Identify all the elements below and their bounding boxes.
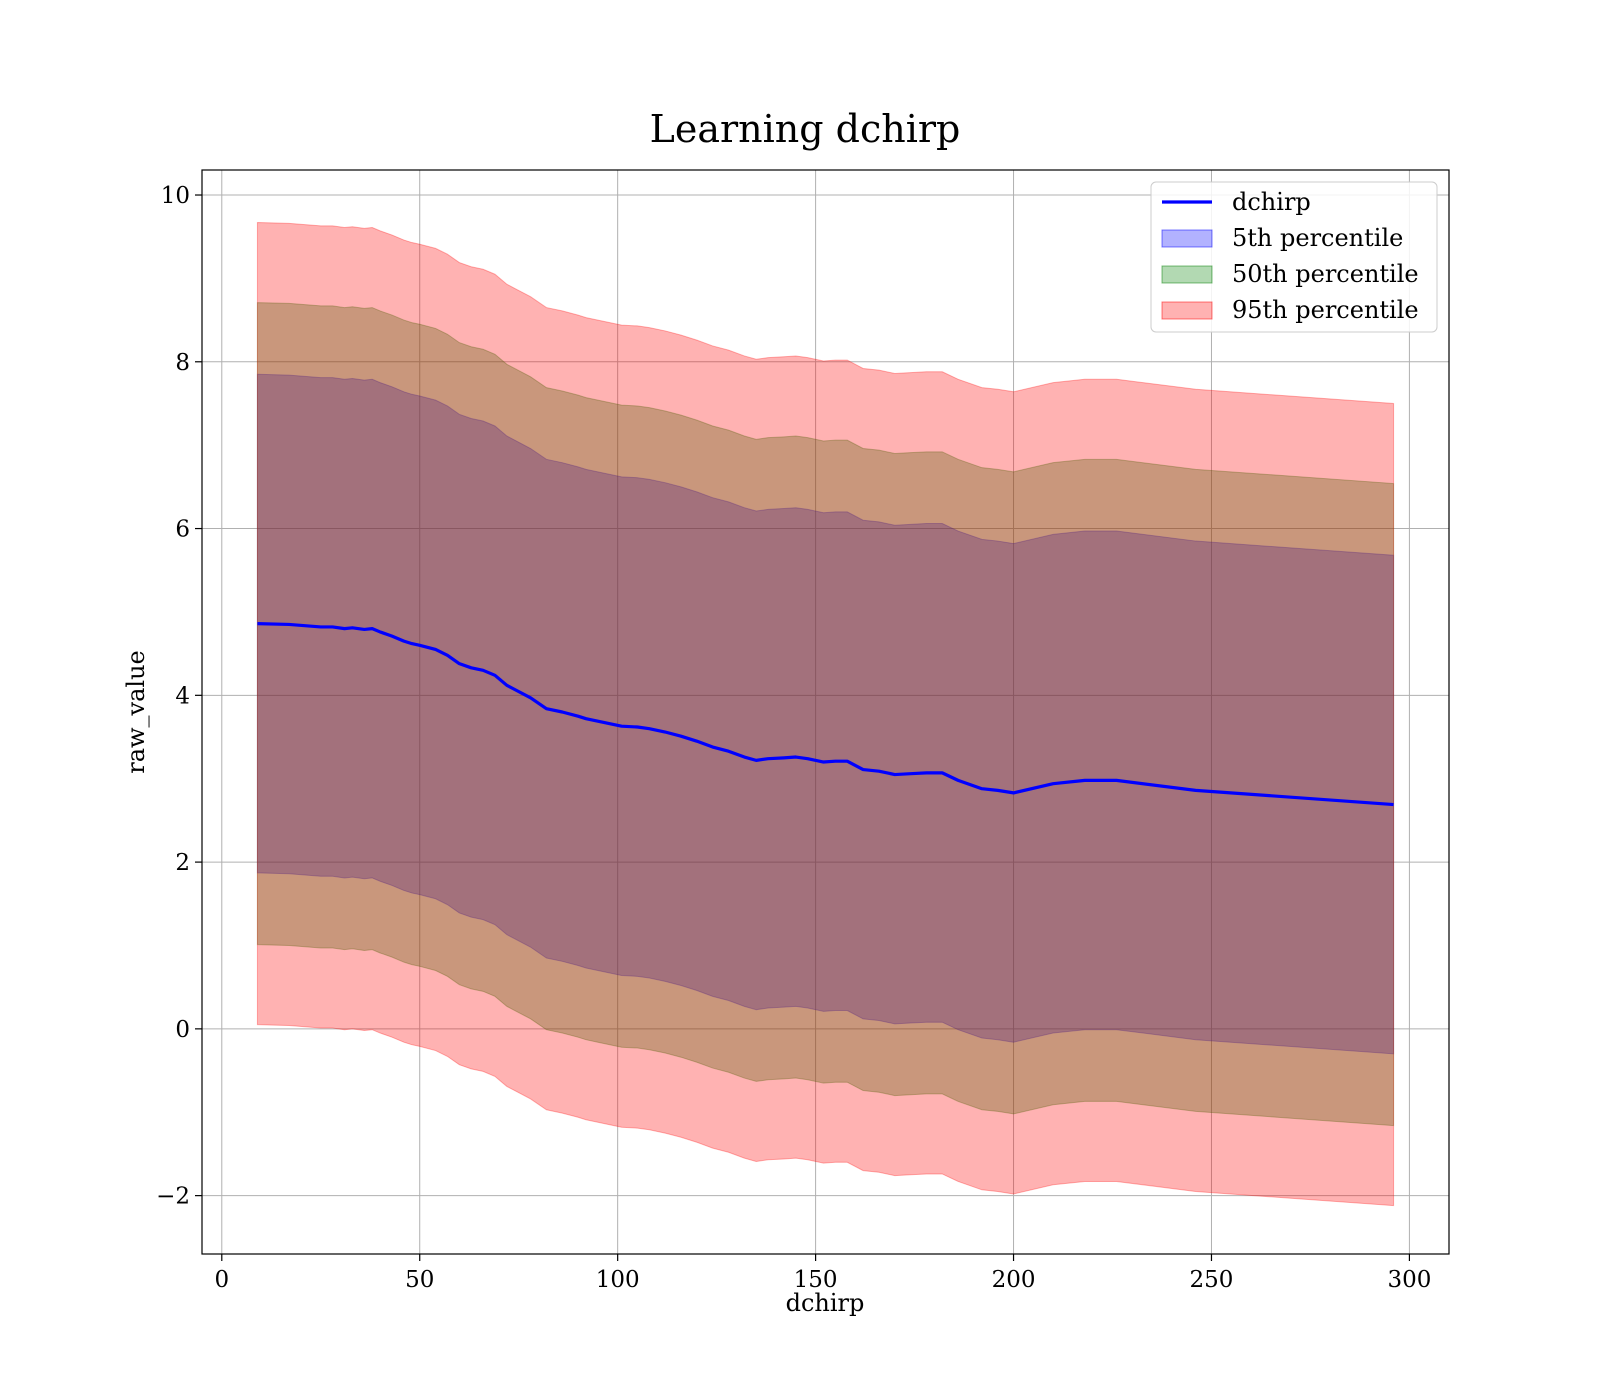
y-tick-label: 4 <box>175 683 190 709</box>
band-50th-percentile <box>256 302 1395 1127</box>
legend-label-95th-percentile: 95th percentile <box>1232 296 1419 324</box>
y-axis-ticks: −2 0 2 4 6 8 10 <box>156 183 202 1210</box>
x-axis-label: dchirp <box>786 1289 865 1317</box>
x-tick-label: 250 <box>1190 1267 1234 1293</box>
legend-label-50th-percentile: 50th percentile <box>1232 260 1419 288</box>
band-5th-percentile <box>256 373 1395 1055</box>
x-tick-label: 300 <box>1387 1267 1431 1293</box>
legend-label-5th-percentile: 5th percentile <box>1232 224 1403 252</box>
y-tick-label: 8 <box>175 350 190 376</box>
y-tick-label: 6 <box>175 517 190 543</box>
percentile-bands <box>256 222 1395 1207</box>
legend-swatch-95th-percentile <box>1161 301 1213 320</box>
legend-box <box>1150 181 1438 333</box>
x-axis-ticks: 0 50 100 150 200 250 300 <box>214 1254 1431 1293</box>
x-tick-label: 100 <box>596 1267 640 1293</box>
x-tick-label: 200 <box>992 1267 1036 1293</box>
legend: dchirp 5th percentile 50th percentile 95th … <box>1150 181 1438 333</box>
line-series <box>257 622 1394 807</box>
line-dchirp <box>257 622 1394 807</box>
band-95th-percentile <box>256 222 1395 1207</box>
legend-swatch-50th-percentile <box>1161 265 1213 284</box>
plot-area <box>201 169 1450 1255</box>
chart-title: Learning dchirp <box>650 107 961 151</box>
gridlines <box>202 170 1449 1254</box>
legend-entries: dchirp 5th percentile 50th percentile 95th … <box>1161 188 1419 324</box>
y-axis-label: raw_value <box>122 650 150 774</box>
y-tick-label: 10 <box>161 183 190 209</box>
x-tick-label: 150 <box>794 1267 838 1293</box>
legend-swatch-5th-percentile <box>1161 229 1213 248</box>
y-tick-label: −2 <box>156 1184 190 1210</box>
x-tick-label: 0 <box>214 1267 229 1293</box>
legend-label-dchirp: dchirp <box>1232 188 1311 216</box>
y-tick-label: 0 <box>175 1017 190 1043</box>
x-tick-label: 50 <box>405 1267 434 1293</box>
plot-background <box>202 170 1449 1254</box>
plot-frame <box>201 169 1450 1255</box>
y-tick-label: 2 <box>175 850 190 876</box>
